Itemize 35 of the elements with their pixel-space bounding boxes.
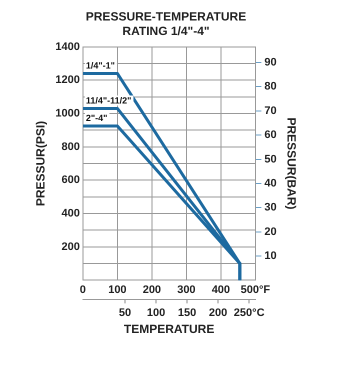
x-tick-label: 300 bbox=[177, 284, 196, 296]
series-label: 11/4"-11/2" bbox=[86, 95, 132, 106]
y2-tick-label: 20 bbox=[264, 226, 277, 238]
y-tick-label: 600 bbox=[62, 174, 80, 186]
text: RATING 1/4"-4" bbox=[122, 24, 210, 38]
series-label: 2"-4" bbox=[86, 112, 108, 123]
y2-tick-label: 70 bbox=[264, 104, 277, 117]
x2-tick-label: 100 bbox=[146, 307, 166, 320]
x2-tick-label: 50 bbox=[118, 307, 132, 320]
x-tick-label: 500°F bbox=[240, 284, 270, 296]
y2-axis-title: PRESSUR(BAR) bbox=[284, 117, 298, 210]
x-tick-label: 0 bbox=[80, 284, 86, 296]
x-axis-title: TEMPERATURE bbox=[124, 322, 214, 336]
y2-tick-label: 90 bbox=[264, 56, 277, 69]
x2-tick-label: 250°C bbox=[234, 307, 265, 320]
y-tick-label: 400 bbox=[62, 208, 80, 220]
x-tick-label: 100 bbox=[108, 284, 127, 296]
y2-tick-label: 60 bbox=[264, 129, 277, 142]
y2-tick-label: 50 bbox=[264, 153, 277, 166]
y-axis-title: PRESSUR(PSI) bbox=[34, 120, 48, 206]
y-tick-label: 1200 bbox=[55, 74, 80, 86]
x-tick-label: 200 bbox=[142, 284, 162, 296]
y2-tick-label: 10 bbox=[264, 250, 277, 262]
series-label: 1/4"-1" bbox=[86, 60, 115, 70]
x2-tick-label: 200 bbox=[208, 307, 228, 320]
y-tick-label: 1400 bbox=[55, 40, 80, 53]
y2-tick-label: 40 bbox=[264, 177, 277, 190]
y2-tick-label: 30 bbox=[264, 202, 277, 214]
x-tick-label: 400 bbox=[212, 284, 230, 296]
y-tick-label: 800 bbox=[62, 140, 80, 153]
x2-tick-label: 150 bbox=[178, 307, 196, 320]
y2-tick-label: 80 bbox=[264, 80, 277, 93]
y-tick-label: 200 bbox=[62, 240, 80, 253]
y-tick-label: 1000 bbox=[55, 108, 80, 120]
text: PRESSURE-TEMPERATURE bbox=[86, 10, 246, 24]
